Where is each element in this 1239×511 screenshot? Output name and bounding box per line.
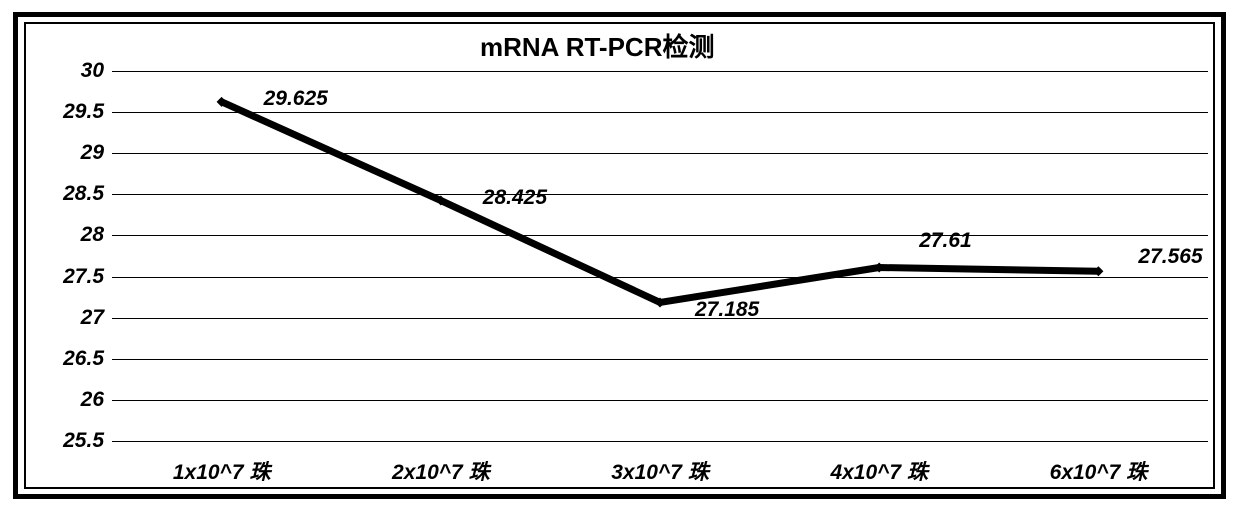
x-tick-label: 3x10^7 珠 (611, 456, 709, 486)
x-tick-label: 4x10^7 珠 (830, 456, 928, 486)
x-tick-label: 2x10^7 珠 (392, 456, 490, 486)
y-tick-label: 27.5 (63, 265, 104, 289)
y-tick-label: 26.5 (63, 347, 104, 371)
y-tick-label: 29.5 (63, 100, 104, 124)
y-tick-label: 27 (81, 306, 104, 330)
y-tick-label: 29 (81, 141, 104, 165)
plot-area (112, 71, 1208, 441)
x-tick-label: 6x10^7 珠 (1050, 456, 1148, 486)
y-tick-label: 25.5 (63, 429, 104, 453)
y-axis-labels: 25.52626.52727.52828.52929.530 (0, 71, 104, 441)
data-label: 29.625 (264, 87, 328, 111)
y-tick-label: 28.5 (63, 182, 104, 206)
data-label: 27.61 (919, 229, 972, 253)
data-label: 28.425 (483, 186, 547, 210)
line-series (112, 71, 1208, 441)
data-label: 27.565 (1138, 245, 1202, 269)
y-tick-label: 30 (81, 59, 104, 83)
data-label: 27.185 (695, 298, 759, 322)
x-tick-label: 1x10^7 珠 (173, 456, 271, 486)
y-tick-label: 26 (81, 388, 104, 412)
x-axis-labels: 1x10^7 珠 2x10^7 珠 3x10^7 珠 4x10^7 珠 6x10^7 珠 (112, 456, 1208, 486)
y-tick-label: 28 (81, 223, 104, 247)
chart-title: mRNA RT-PCR检测 (480, 27, 714, 64)
gridline (112, 441, 1208, 442)
